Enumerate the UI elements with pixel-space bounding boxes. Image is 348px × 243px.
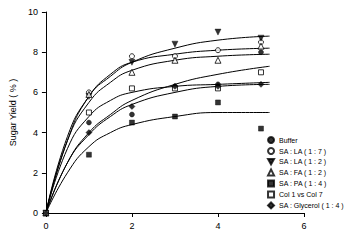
svg-text:4: 4: [215, 221, 220, 231]
svg-text:Col 1 vs Col 7: Col 1 vs Col 7: [279, 191, 323, 198]
svg-text:SA : LA ( 1 : 7 ): SA : LA ( 1 : 7 ): [279, 148, 326, 156]
svg-text:Sugar Yield ( % ): Sugar Yield ( % ): [8, 79, 18, 147]
svg-text:SA : Glycerol ( 1 : 4 ): SA : Glycerol ( 1 : 4 ): [279, 202, 344, 210]
svg-text:4: 4: [33, 128, 38, 138]
svg-text:6: 6: [33, 87, 38, 97]
svg-text:6: 6: [301, 221, 306, 231]
svg-text:2: 2: [129, 221, 134, 231]
svg-text:Buffer: Buffer: [279, 137, 298, 144]
svg-text:8: 8: [33, 47, 38, 57]
svg-text:0: 0: [33, 208, 38, 218]
svg-text:10: 10: [28, 7, 38, 17]
svg-text:0: 0: [43, 221, 48, 231]
svg-text:2: 2: [33, 168, 38, 178]
svg-text:SA : LA ( 1 : 2 ): SA : LA ( 1 : 2 ): [279, 158, 326, 166]
svg-text:SA : FA ( 1 : 2 ): SA : FA ( 1 : 2 ): [279, 169, 326, 177]
svg-text:SA : PA ( 1 : 4 ): SA : PA ( 1 : 4 ): [279, 180, 326, 188]
